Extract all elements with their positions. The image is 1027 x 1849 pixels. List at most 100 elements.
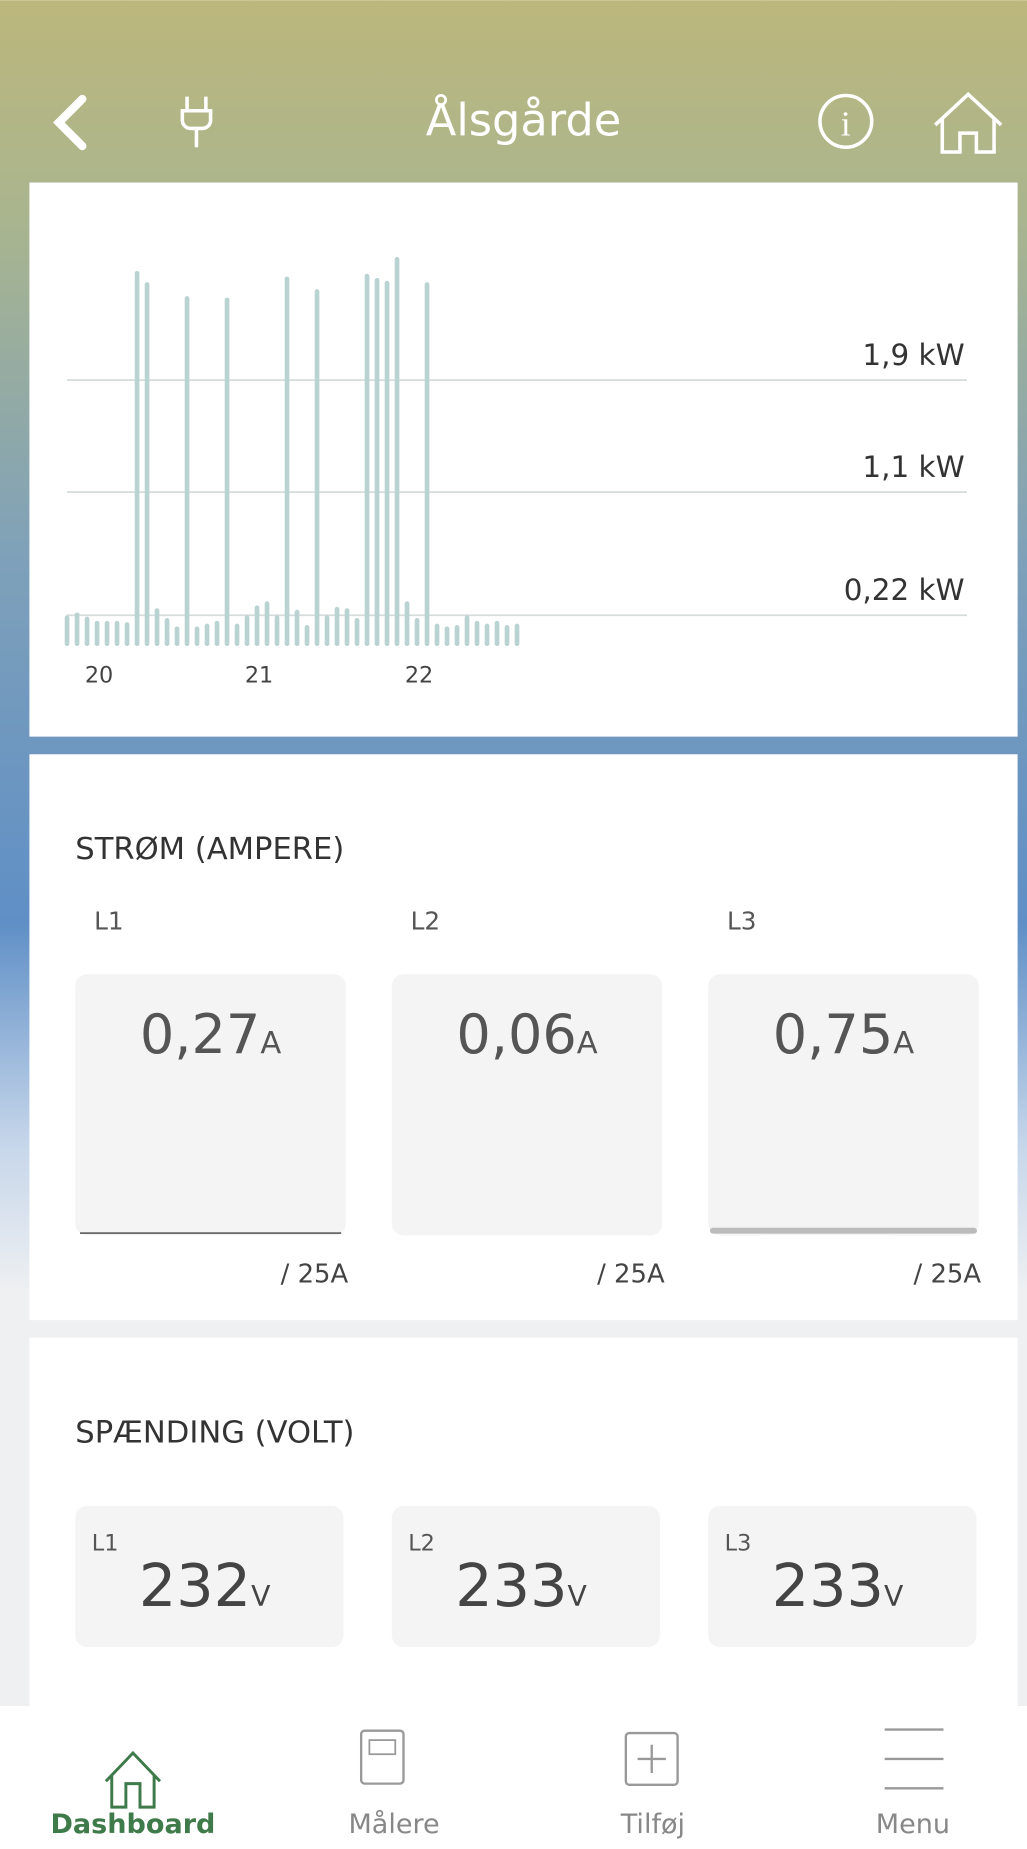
bar bbox=[124, 622, 130, 647]
x-tick-label: 21 bbox=[245, 663, 273, 689]
nav-label[interactable]: Målere bbox=[348, 1809, 439, 1840]
nav-label[interactable]: Menu bbox=[876, 1809, 950, 1840]
bar bbox=[244, 615, 250, 647]
bar bbox=[414, 618, 420, 647]
voltage-value: 232V bbox=[139, 1551, 271, 1620]
y-tick-label: 0,22 kW bbox=[844, 573, 965, 607]
value: 0,27 bbox=[140, 1003, 260, 1066]
current-box bbox=[708, 974, 979, 1236]
max-label: / 25A bbox=[914, 1259, 982, 1289]
phase-label: L1 bbox=[94, 907, 123, 936]
bar bbox=[444, 626, 450, 647]
y-tick-label: 1,9 kW bbox=[862, 338, 964, 372]
back-icon[interactable] bbox=[52, 94, 87, 151]
chart-card bbox=[29, 182, 1018, 737]
bar bbox=[264, 601, 270, 647]
bar bbox=[464, 615, 470, 647]
bar bbox=[374, 277, 380, 647]
max-label: / 25A bbox=[281, 1259, 349, 1289]
value: 232 bbox=[139, 1551, 251, 1620]
bar bbox=[514, 623, 520, 647]
bar bbox=[474, 620, 480, 647]
bar bbox=[384, 280, 390, 647]
bar bbox=[314, 289, 320, 647]
y-tick-label: 1,1 kW bbox=[862, 450, 964, 484]
bar bbox=[154, 608, 160, 647]
bar bbox=[394, 256, 400, 647]
bar bbox=[234, 623, 240, 647]
unit: A bbox=[577, 1026, 598, 1061]
bar bbox=[324, 615, 330, 647]
bar bbox=[354, 618, 360, 647]
phase-label: L1 bbox=[92, 1531, 119, 1557]
dashboard-icon bbox=[104, 1750, 162, 1809]
voltage-box bbox=[708, 1505, 977, 1648]
bar bbox=[404, 601, 410, 647]
bar bbox=[94, 620, 100, 647]
voltage-value: 233V bbox=[455, 1551, 587, 1620]
section-title: STRØM (AMPERE) bbox=[75, 832, 344, 867]
menu-icon bbox=[884, 1728, 944, 1790]
bar bbox=[454, 625, 460, 647]
nav-label[interactable]: Dashboard bbox=[50, 1809, 215, 1840]
meter-icon bbox=[359, 1729, 405, 1785]
bar bbox=[204, 623, 210, 647]
unit: A bbox=[893, 1026, 914, 1061]
bar bbox=[214, 620, 220, 647]
info-glyph: i bbox=[841, 104, 851, 143]
current-value: 0,27A bbox=[140, 1003, 281, 1066]
bar bbox=[254, 605, 260, 647]
phase-label: L3 bbox=[727, 907, 756, 936]
max-label: / 25A bbox=[597, 1259, 665, 1289]
add-plus bbox=[637, 1744, 666, 1774]
header-title: Ålsgårde bbox=[426, 93, 621, 146]
current-box bbox=[391, 974, 663, 1236]
bar bbox=[184, 296, 190, 647]
section-title: SPÆNDING (VOLT) bbox=[75, 1415, 354, 1450]
bar bbox=[334, 606, 340, 647]
bar bbox=[164, 618, 170, 647]
add-icon bbox=[624, 1731, 679, 1786]
unit: V bbox=[884, 1580, 904, 1613]
bar bbox=[344, 608, 350, 647]
bar bbox=[134, 270, 140, 647]
phase-label: L2 bbox=[411, 907, 440, 936]
bar bbox=[74, 612, 80, 647]
bar bbox=[64, 615, 70, 647]
unit: A bbox=[260, 1026, 281, 1061]
current-value: 0,06A bbox=[456, 1003, 597, 1066]
value: 0,75 bbox=[773, 1003, 893, 1066]
unit: V bbox=[568, 1580, 588, 1613]
bar bbox=[144, 282, 150, 647]
bar bbox=[434, 623, 440, 647]
unit: V bbox=[251, 1580, 271, 1613]
plug-icon bbox=[180, 96, 213, 148]
bar bbox=[274, 615, 280, 647]
bar bbox=[304, 625, 310, 647]
value: 233 bbox=[772, 1551, 884, 1620]
info-icon[interactable] bbox=[818, 93, 874, 150]
x-tick-label: 20 bbox=[85, 663, 113, 689]
voltage-box bbox=[391, 1505, 660, 1648]
bar bbox=[504, 625, 510, 647]
nav-bar bbox=[0, 1705, 1027, 1845]
x-tick-label: 22 bbox=[405, 663, 433, 689]
bar bbox=[174, 626, 180, 647]
phase-label: L3 bbox=[725, 1531, 752, 1557]
value: 0,06 bbox=[456, 1003, 576, 1066]
current-value: 0,75A bbox=[773, 1003, 914, 1066]
bar bbox=[84, 616, 90, 647]
chart: 0,22 kW 1,1 kW 1,9 kW 20 21 22 bbox=[64, 256, 968, 689]
nav-label[interactable]: Tilføj bbox=[620, 1809, 685, 1840]
bar bbox=[484, 623, 490, 647]
home-icon[interactable] bbox=[934, 91, 1003, 154]
bar bbox=[284, 276, 290, 647]
bar bbox=[494, 620, 500, 647]
bar bbox=[424, 282, 430, 647]
voltage-value: 233V bbox=[772, 1551, 904, 1620]
value: 233 bbox=[455, 1551, 567, 1620]
phase-label: L2 bbox=[408, 1531, 435, 1557]
